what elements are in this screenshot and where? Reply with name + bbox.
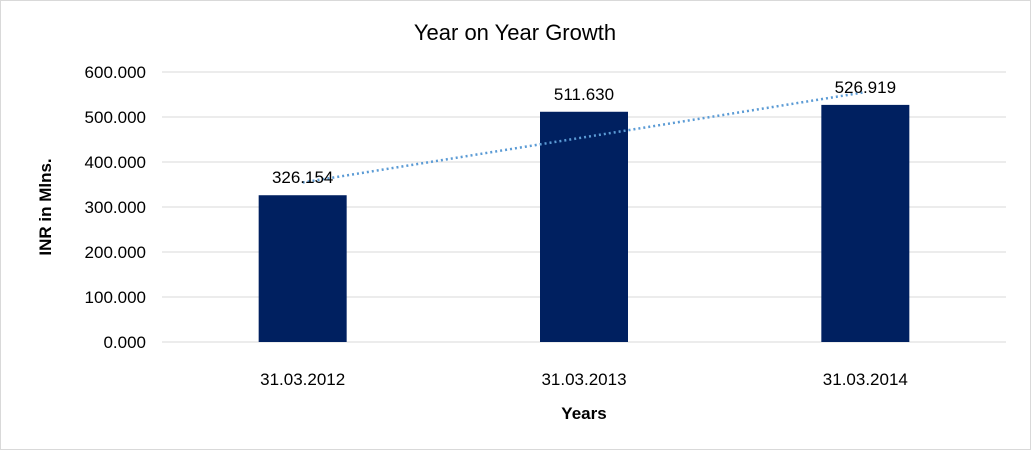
data-label: 326.154 [272, 168, 333, 187]
y-axis-title: INR in Mlns. [36, 158, 55, 255]
y-tick-label: 400.000 [85, 153, 146, 172]
x-axis-ticks: 31.03.2012 31.03.2013 31.03.2014 [260, 370, 908, 389]
y-axis-ticks: 0.000 100.000 200.000 300.000 400.000 500.000… [85, 63, 146, 352]
x-tick-label: 31.03.2012 [260, 370, 345, 389]
bar [540, 111, 628, 342]
chart-title: Year on Year Growth [414, 20, 616, 45]
bar [258, 195, 347, 342]
data-label: 526.919 [835, 78, 896, 97]
x-tick-label: 31.03.2013 [541, 370, 626, 389]
x-axis-title: Years [561, 404, 606, 423]
bar [821, 104, 910, 343]
y-tick-label: 200.000 [85, 243, 146, 262]
y-tick-label: 300.000 [85, 198, 146, 217]
y-tick-label: 600.000 [85, 63, 146, 82]
y-tick-label: 0.000 [103, 333, 146, 352]
x-tick-label: 31.03.2014 [823, 370, 908, 389]
bars [258, 104, 910, 343]
y-tick-label: 100.000 [85, 288, 146, 307]
data-labels: 326.154 511.630 526.919 [272, 78, 896, 187]
data-label: 511.630 [554, 85, 614, 104]
y-tick-label: 500.000 [85, 108, 146, 127]
